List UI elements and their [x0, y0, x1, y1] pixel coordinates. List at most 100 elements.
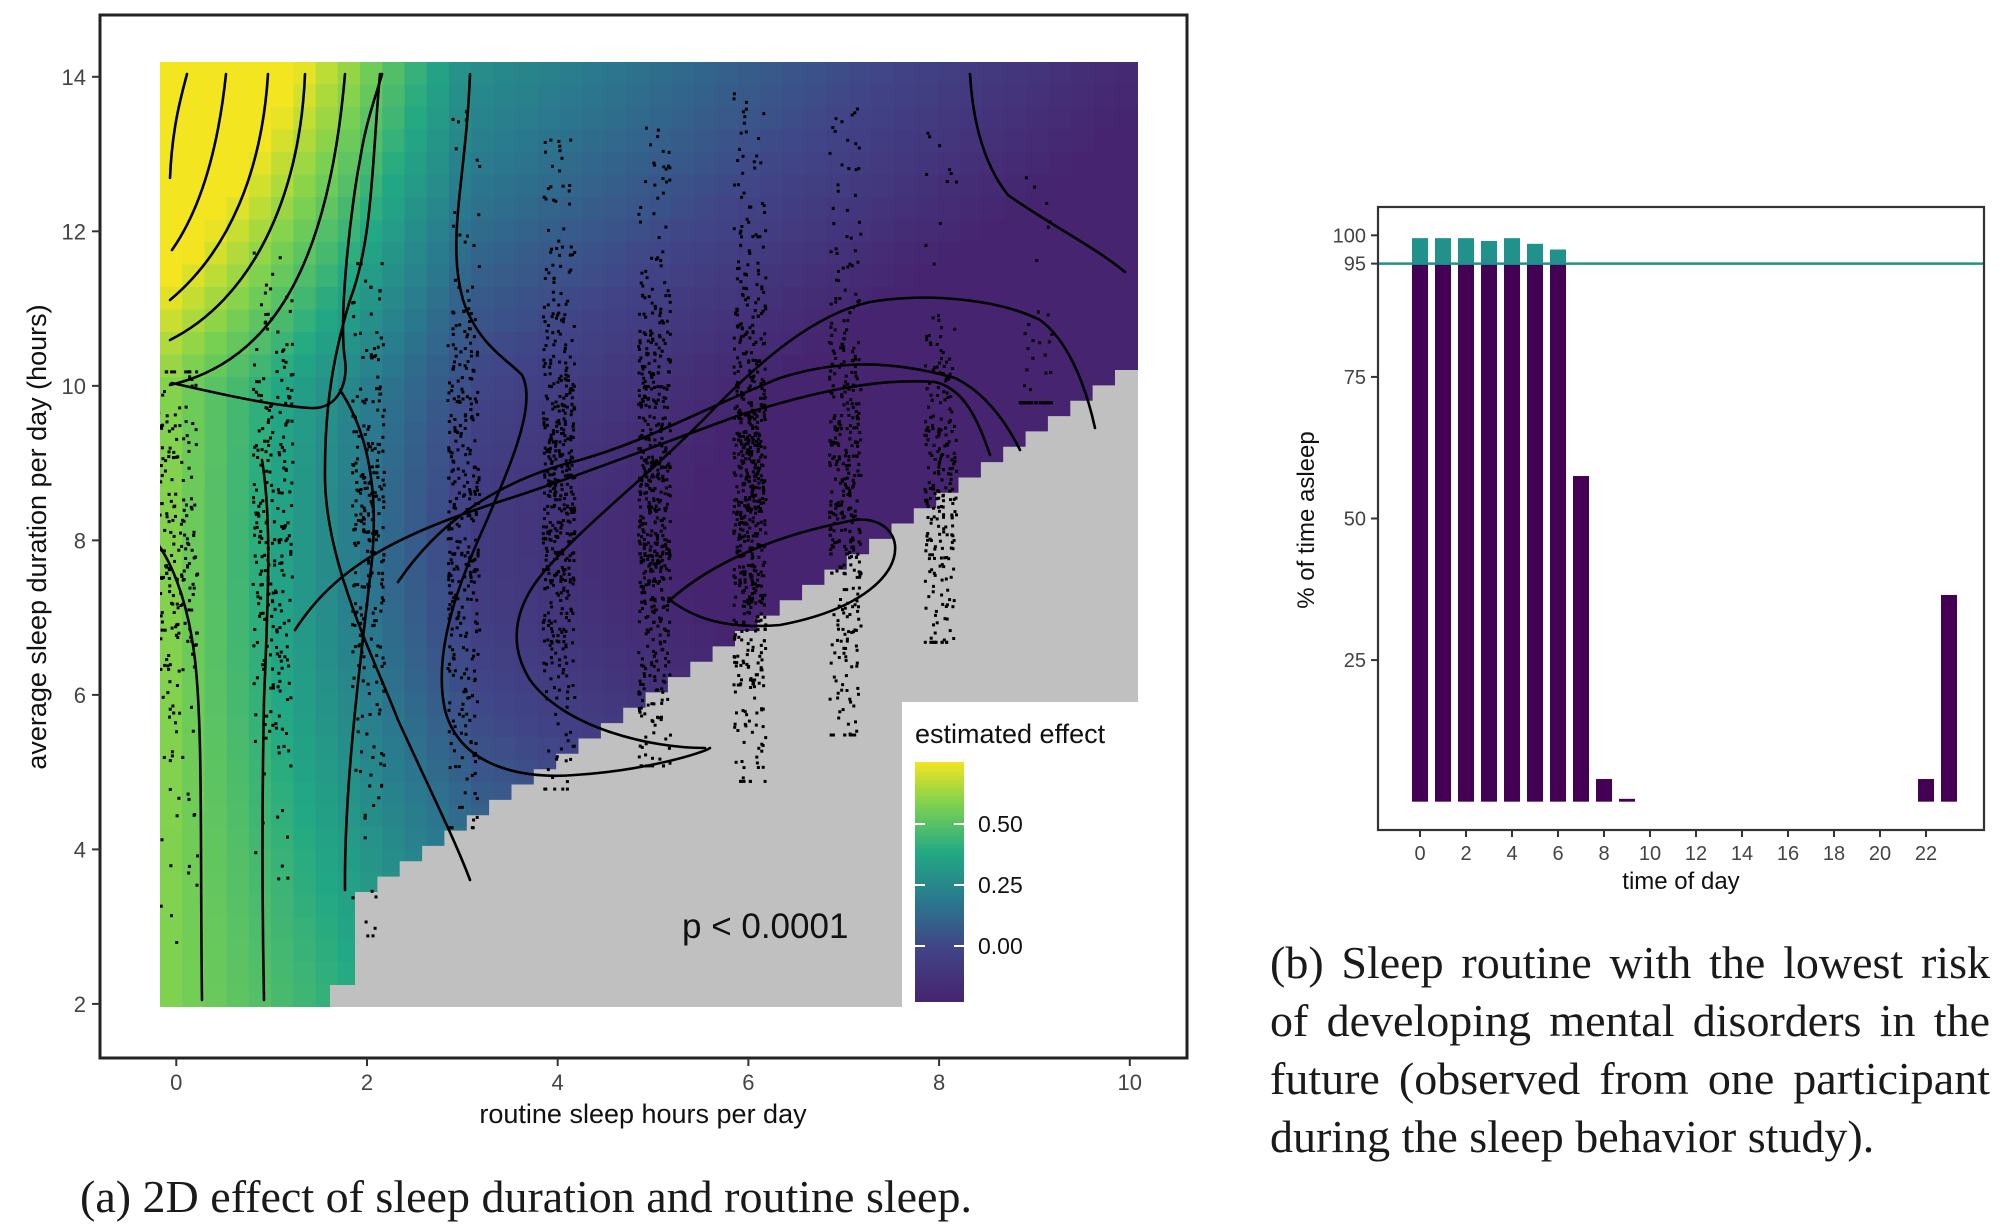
scatter-point: [649, 533, 653, 537]
scatter-point: [639, 206, 643, 209]
scatter-point: [660, 552, 664, 556]
scatter-point: [453, 725, 457, 729]
heatmap-cell: [471, 152, 495, 176]
heatmap-cell: [515, 399, 539, 423]
scatter-point: [733, 725, 737, 729]
scatter-point: [453, 518, 457, 522]
heatmap-cell: [582, 399, 606, 423]
scatter-point: [637, 755, 641, 759]
scatter-point: [851, 538, 855, 542]
scatter-point: [746, 435, 749, 439]
scatter-point: [645, 764, 649, 768]
scatter-point: [859, 438, 863, 442]
heatmap-cell: [226, 759, 250, 783]
heatmap-cell: [182, 309, 206, 333]
scatter-point: [462, 616, 466, 620]
scatter-point: [850, 444, 854, 448]
scatter-point: [382, 470, 386, 474]
scatter-point: [251, 582, 255, 586]
scatter-point: [657, 365, 661, 369]
scatter-point: [357, 489, 360, 493]
scatter-point: [477, 574, 481, 578]
heatmap-cell: [1071, 264, 1095, 288]
heatmap-cell: [515, 354, 539, 378]
scatter-point: [382, 500, 386, 504]
heatmap-cell: [915, 174, 939, 198]
scatter-point: [662, 450, 666, 454]
scatter-point: [733, 655, 737, 659]
heatmap-cell: [871, 332, 895, 356]
scatter-point: [652, 499, 656, 503]
scatter-point: [288, 490, 292, 494]
scatter-point: [352, 584, 356, 588]
scatter-point: [855, 599, 859, 603]
scatter-point: [375, 654, 379, 657]
scatter-point: [573, 530, 577, 534]
scatter-point: [763, 593, 767, 597]
heatmap-cell: [849, 534, 872, 558]
scatter-point: [647, 582, 651, 586]
scatter-point: [167, 520, 171, 524]
scatter-point: [468, 514, 472, 518]
scatter-point: [558, 452, 562, 456]
scatter-point: [552, 354, 556, 358]
heatmap-cell: [1004, 264, 1028, 288]
scatter-point: [257, 602, 261, 606]
scatter-point: [259, 612, 263, 615]
scatter-point: [460, 605, 464, 609]
scatter-point: [375, 703, 379, 707]
scatter-point: [353, 623, 357, 627]
scatter-point: [565, 405, 569, 409]
scatter-point: [638, 692, 642, 696]
heatmap-cell: [315, 647, 339, 671]
heatmap-cell: [404, 129, 428, 153]
heatmap-cell: [248, 962, 272, 986]
heatmap-cell: [226, 422, 250, 446]
heatmap-cell: [1004, 84, 1028, 108]
scatter-point: [258, 540, 262, 544]
scatter-point: [256, 595, 260, 599]
scatter-point: [836, 619, 840, 623]
heatmap-cell: [204, 444, 228, 468]
scatter-point: [463, 672, 466, 676]
scatter-point: [637, 539, 641, 543]
heatmap-cell: [337, 534, 361, 558]
heatmap-cell: [1093, 242, 1117, 266]
scatter-point: [378, 708, 382, 712]
scatter-point: [642, 376, 646, 380]
scatter-point: [361, 635, 365, 639]
scatter-point: [750, 574, 754, 578]
scatter-point: [160, 637, 163, 641]
heatmap-cell: [1004, 377, 1028, 401]
scatter-point: [665, 547, 669, 550]
heatmap-cell: [315, 174, 339, 198]
scatter-point: [469, 354, 473, 358]
scatter-point: [650, 331, 654, 335]
heatmap-cell: [315, 782, 339, 806]
heatmap-cell: [760, 219, 783, 243]
scatter-point: [744, 505, 748, 509]
heatmap-cell: [493, 624, 517, 648]
scatter-point: [563, 434, 567, 438]
scatter-point: [265, 644, 269, 648]
scatter-point: [176, 606, 180, 610]
scatter-point: [550, 164, 554, 168]
scatter-point: [377, 358, 380, 362]
heatmap-cell: [204, 759, 228, 783]
scatter-point: [190, 639, 194, 643]
scatter-point: [857, 299, 861, 303]
heatmap-cell: [982, 332, 1006, 356]
heatmap-cell: [693, 242, 717, 266]
scatter-point: [376, 442, 380, 446]
scatter-point: [642, 687, 646, 691]
heatmap-cell: [804, 332, 828, 356]
scatter-point: [641, 607, 644, 610]
scatter-point: [363, 433, 367, 436]
scatter-point: [569, 387, 573, 390]
scatter-point: [161, 423, 165, 427]
scatter-point: [742, 600, 746, 603]
heatmap-cell: [1026, 129, 1050, 153]
heatmap-cell: [315, 872, 339, 896]
scatter-point: [747, 413, 751, 417]
scatter-point: [739, 243, 743, 247]
